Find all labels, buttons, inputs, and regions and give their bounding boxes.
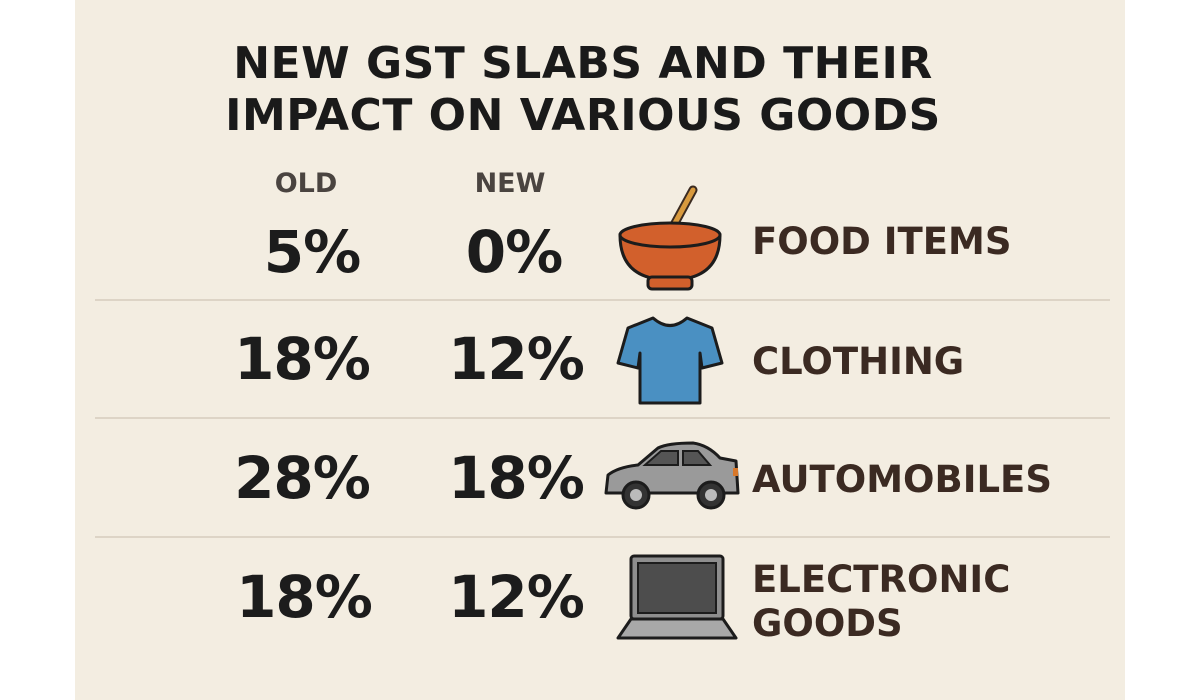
category-label: FOOD ITEMS xyxy=(752,220,1012,263)
tshirt-icon xyxy=(616,316,724,405)
category-label-line-2: GOODS xyxy=(752,602,903,645)
old-rate: 5% xyxy=(263,218,361,286)
new-rate: 0% xyxy=(465,218,563,286)
title-line-1: NEW GST SLABS AND THEIR xyxy=(233,38,933,89)
title-line-2: IMPACT ON VARIOUS GOODS xyxy=(225,90,941,141)
new-rate: 12% xyxy=(448,563,585,631)
car-icon xyxy=(604,441,740,510)
infographic-panel xyxy=(75,0,1125,700)
category-label-line-1: ELECTRONIC xyxy=(752,558,1011,601)
old-rate: 18% xyxy=(234,325,371,393)
page-title: NEW GST SLABS AND THEIR IMPACT ON VARIOU… xyxy=(0,38,1200,142)
row-divider xyxy=(95,536,1110,538)
old-rate: 28% xyxy=(234,444,371,512)
new-rate: 12% xyxy=(448,325,585,393)
new-rate: 18% xyxy=(448,444,585,512)
laptop-icon xyxy=(616,554,738,640)
new-column-header: NEW xyxy=(474,168,546,199)
old-column-header: OLD xyxy=(274,168,338,199)
row-divider xyxy=(95,417,1110,419)
category-label: AUTOMOBILES xyxy=(752,458,1052,501)
old-rate: 18% xyxy=(236,563,373,631)
category-label: ELECTRONIC GOODS xyxy=(752,558,1010,646)
bowl-icon xyxy=(618,185,722,291)
row-divider xyxy=(95,299,1110,301)
category-label: CLOTHING xyxy=(752,340,965,383)
